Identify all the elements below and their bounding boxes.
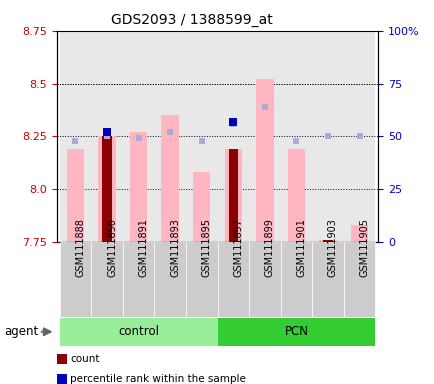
Bar: [224, 149, 241, 242]
Text: GSM111888: GSM111888: [76, 218, 85, 277]
Bar: [319, 240, 336, 242]
Bar: [154, 31, 185, 242]
Bar: [312, 31, 343, 242]
FancyBboxPatch shape: [217, 318, 375, 346]
FancyBboxPatch shape: [312, 242, 343, 317]
Text: GSM111903: GSM111903: [327, 218, 337, 277]
Text: count: count: [70, 354, 100, 364]
Bar: [122, 31, 154, 242]
FancyBboxPatch shape: [280, 242, 312, 317]
Text: percentile rank within the sample: percentile rank within the sample: [70, 374, 246, 384]
Bar: [217, 31, 249, 242]
FancyBboxPatch shape: [122, 242, 154, 317]
Bar: [102, 136, 112, 242]
Text: GSM111897: GSM111897: [233, 218, 243, 277]
FancyBboxPatch shape: [59, 318, 217, 346]
Text: GSM111891: GSM111891: [138, 218, 148, 277]
Bar: [287, 149, 304, 242]
Text: GSM111899: GSM111899: [264, 218, 274, 277]
Bar: [322, 240, 332, 242]
Bar: [59, 31, 91, 242]
FancyBboxPatch shape: [59, 242, 91, 317]
Bar: [280, 31, 312, 242]
Text: GSM111901: GSM111901: [296, 218, 306, 277]
Bar: [350, 225, 367, 242]
Text: GSM111890: GSM111890: [107, 218, 117, 277]
Bar: [67, 149, 84, 242]
FancyBboxPatch shape: [343, 242, 375, 317]
Text: GSM111905: GSM111905: [358, 218, 368, 277]
Bar: [161, 115, 178, 242]
Bar: [91, 31, 122, 242]
FancyBboxPatch shape: [91, 242, 122, 317]
Bar: [343, 31, 375, 242]
Text: GDS2093 / 1388599_at: GDS2093 / 1388599_at: [110, 13, 272, 27]
Bar: [193, 172, 210, 242]
Bar: [249, 31, 280, 242]
Text: GSM111895: GSM111895: [201, 218, 211, 277]
FancyBboxPatch shape: [154, 242, 185, 317]
Bar: [98, 136, 115, 242]
Bar: [256, 79, 273, 242]
Text: control: control: [118, 325, 159, 338]
Text: PCN: PCN: [284, 325, 308, 338]
FancyBboxPatch shape: [217, 242, 249, 317]
Text: agent: agent: [4, 325, 39, 338]
Text: GSM111893: GSM111893: [170, 218, 180, 277]
FancyBboxPatch shape: [185, 242, 217, 317]
FancyBboxPatch shape: [249, 242, 280, 317]
Bar: [228, 149, 237, 242]
Bar: [185, 31, 217, 242]
Bar: [130, 132, 147, 242]
